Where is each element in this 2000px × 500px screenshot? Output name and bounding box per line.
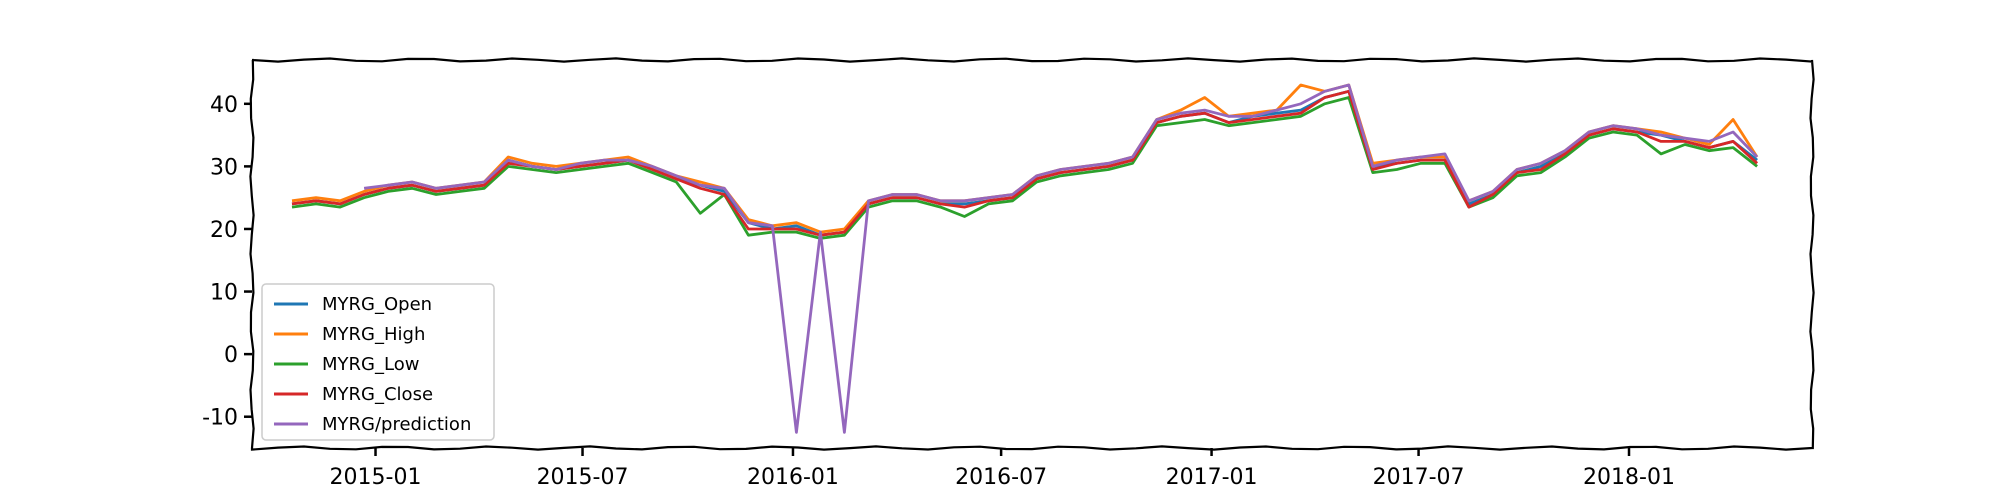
legend-box bbox=[261, 283, 495, 441]
x-tick-label: 2018-01 bbox=[1583, 465, 1675, 490]
y-tick-label: 20 bbox=[210, 218, 238, 243]
legend-label: MYRG_High bbox=[322, 324, 425, 345]
y-tick-label: 10 bbox=[210, 281, 238, 306]
legend-label: MYRG_Close bbox=[322, 384, 433, 405]
x-tick-label: 2016-01 bbox=[747, 465, 839, 490]
x-tick-label: 2015-01 bbox=[330, 465, 422, 490]
x-tick-label: 2015-07 bbox=[537, 465, 629, 490]
series-line-myrg-prediction bbox=[363, 83, 1759, 434]
legend-label: MYRG/prediction bbox=[322, 414, 471, 435]
y-tick-label: -10 bbox=[202, 406, 238, 431]
y-tick-label: 0 bbox=[224, 343, 238, 368]
y-axis: 40 30 20 10 0 -10 bbox=[202, 93, 252, 431]
y-tick-label: 40 bbox=[210, 93, 238, 118]
x-tick-label: 2016-07 bbox=[955, 465, 1047, 490]
y-tick-label: 30 bbox=[210, 155, 238, 180]
x-tick-label: 2017-07 bbox=[1373, 465, 1465, 490]
x-tick-label: 2017-01 bbox=[1166, 465, 1258, 490]
legend: MYRG_Open MYRG_High MYRG_Low MYRG_Close MYRG… bbox=[261, 283, 495, 441]
legend-label: MYRG_Open bbox=[322, 294, 432, 315]
legend-label: MYRG_Low bbox=[322, 354, 419, 375]
series-line-myrg-low bbox=[291, 96, 1758, 240]
plot-frame bbox=[249, 57, 1815, 451]
series-layer bbox=[291, 83, 1759, 434]
x-axis: 2015-01 2015-07 2016-01 2016-07 2017-01 2017-… bbox=[330, 448, 1675, 490]
